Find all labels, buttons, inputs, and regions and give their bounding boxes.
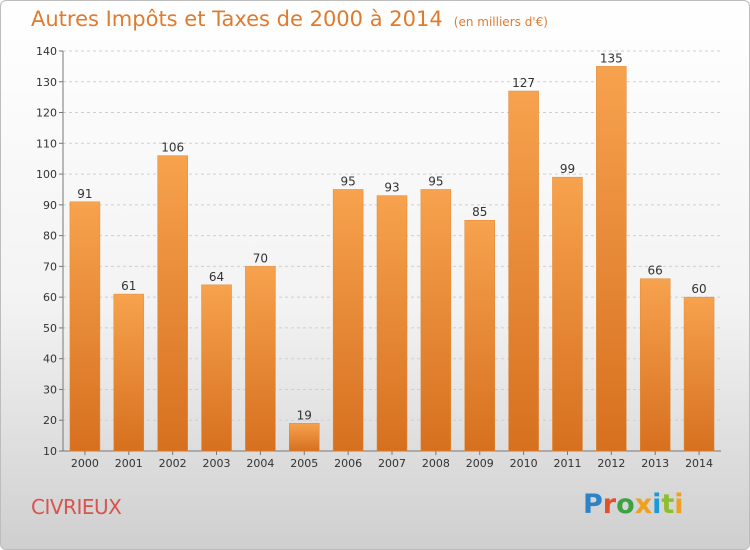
bar — [332, 189, 364, 452]
y-tick-label: 110 — [36, 137, 57, 150]
bar — [376, 195, 408, 452]
x-tick-label: 2007 — [378, 457, 406, 470]
logo-letter: t — [661, 489, 675, 520]
bar — [113, 293, 145, 452]
chart-title-block: Autres Impôts et Taxes de 2000 à 2014 (e… — [31, 7, 548, 31]
value-label: 66 — [648, 264, 663, 278]
chart-subtitle: (en milliers d'€) — [453, 15, 548, 29]
chart-title: Autres Impôts et Taxes de 2000 à 2014 — [31, 7, 443, 31]
bar — [157, 155, 188, 452]
x-tick-labels: 2000 2001 2002 2003 2004 2005 2006 2007 2008 2009… — [71, 457, 713, 470]
bar — [420, 189, 452, 452]
bar — [201, 284, 232, 452]
bars — [69, 66, 715, 452]
value-label: 60 — [691, 282, 706, 296]
value-labels: 91 61 106 64 70 19 95 93 95 85 127 99 135 66 60 — [77, 51, 706, 422]
bar — [245, 266, 276, 452]
logo-letter: i — [652, 489, 662, 520]
value-label: 19 — [297, 408, 312, 422]
y-tick-labels: 10 20 30 40 50 60 70 80 90 100 110 120 130 140 — [36, 45, 57, 458]
x-tick-label: 2003 — [203, 457, 231, 470]
value-label: 95 — [340, 174, 355, 188]
bar — [464, 219, 495, 452]
value-label: 99 — [560, 162, 575, 176]
value-label: 95 — [428, 174, 443, 188]
x-tick-label: 2008 — [422, 457, 450, 470]
y-tick-label: 40 — [43, 353, 57, 366]
bar — [683, 296, 715, 452]
x-tick-label: 2013 — [641, 457, 669, 470]
x-tick-label: 2010 — [510, 457, 538, 470]
y-tick-label: 10 — [43, 445, 57, 458]
proxiti-logo: Proxiti — [583, 489, 684, 520]
value-label: 70 — [253, 251, 268, 265]
y-tick-label: 30 — [43, 383, 57, 396]
x-tick-label: 2006 — [334, 457, 362, 470]
x-tick-label: 2000 — [71, 457, 99, 470]
logo-letter: r — [602, 489, 617, 520]
logo-letter: o — [616, 489, 635, 520]
x-tick-label: 2001 — [115, 457, 143, 470]
x-tick-label: 2002 — [159, 457, 187, 470]
y-tick-label: 60 — [43, 291, 57, 304]
x-tick-label: 2012 — [597, 457, 625, 470]
bar — [639, 278, 671, 452]
bar — [289, 423, 320, 452]
bar — [508, 90, 539, 452]
bar — [552, 176, 583, 452]
value-label: 93 — [384, 181, 399, 195]
y-tick-label: 90 — [43, 199, 57, 212]
value-label: 64 — [209, 270, 224, 284]
x-tick-label: 2011 — [553, 457, 581, 470]
y-tick-label: 100 — [36, 168, 57, 181]
y-tick-label: 50 — [43, 322, 57, 335]
logo-letter: i — [674, 489, 684, 520]
logo-letter: P — [583, 489, 603, 520]
x-tick-label: 2014 — [685, 457, 713, 470]
y-tick-label: 80 — [43, 230, 57, 243]
value-label: 85 — [472, 205, 487, 219]
y-tick-label: 20 — [43, 414, 57, 427]
x-tick-label: 2004 — [246, 457, 274, 470]
logo-letter: x — [634, 489, 653, 520]
value-label: 127 — [512, 76, 535, 90]
value-label: 61 — [121, 279, 136, 293]
city-name: CIVRIEUX — [31, 495, 122, 519]
y-tick-label: 120 — [36, 107, 57, 120]
bar — [596, 66, 627, 452]
bar — [69, 201, 101, 452]
y-tick-label: 140 — [36, 45, 57, 58]
y-tick-label: 130 — [36, 76, 57, 89]
value-label: 91 — [77, 187, 92, 201]
value-label: 106 — [161, 141, 184, 155]
x-tick-label: 2009 — [466, 457, 494, 470]
y-tick-label: 70 — [43, 260, 57, 273]
x-tick-label: 2005 — [290, 457, 318, 470]
value-label: 135 — [600, 51, 623, 65]
